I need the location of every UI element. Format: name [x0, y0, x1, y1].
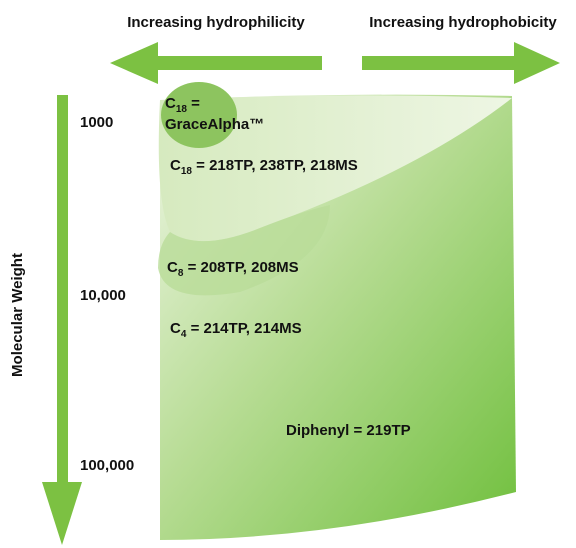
region-label-subscript: 18 — [181, 166, 193, 177]
y-label: 1000 — [80, 114, 113, 131]
region-label: C4 = 214TP, 214MS — [170, 320, 302, 340]
down-arrow — [42, 95, 82, 545]
region-label-rest: = 218TP, 238TP, 218MS — [192, 157, 358, 174]
region-label-line2: GraceAlpha™ — [165, 116, 264, 133]
grace-alpha-region — [161, 82, 237, 148]
left-arrow — [110, 42, 322, 84]
region-label: C18 = 218TP, 238TP, 218MS — [170, 157, 358, 177]
region-label-rest: = — [187, 95, 200, 112]
right-arrow-label: Increasing hydrophobicity — [369, 14, 557, 31]
region-label-base: C — [165, 95, 176, 112]
region-label-base: C — [170, 157, 181, 174]
region-label-subscript: 4 — [181, 329, 187, 340]
region-label-rest: = 214TP, 214MS — [186, 320, 301, 337]
region-label: C18 = — [165, 95, 200, 115]
region-label-base: C — [170, 320, 181, 337]
region-label-rest: = 208TP, 208MS — [183, 259, 298, 276]
y-label: 10,000 — [80, 287, 126, 304]
y-label: 100,000 — [80, 457, 134, 474]
region-label: Diphenyl = 219TP — [286, 422, 411, 439]
left-arrow-label: Increasing hydrophilicity — [127, 14, 305, 31]
c8-region — [158, 205, 330, 296]
right-arrow — [362, 42, 560, 84]
region-label: C8 = 208TP, 208MS — [167, 259, 299, 279]
down-arrow-label: Molecular Weight — [9, 253, 26, 377]
top-region — [158, 95, 512, 242]
region-label-subscript: 18 — [176, 104, 188, 115]
region-label-subscript: 8 — [178, 268, 184, 279]
region-label-base: C — [167, 259, 178, 276]
